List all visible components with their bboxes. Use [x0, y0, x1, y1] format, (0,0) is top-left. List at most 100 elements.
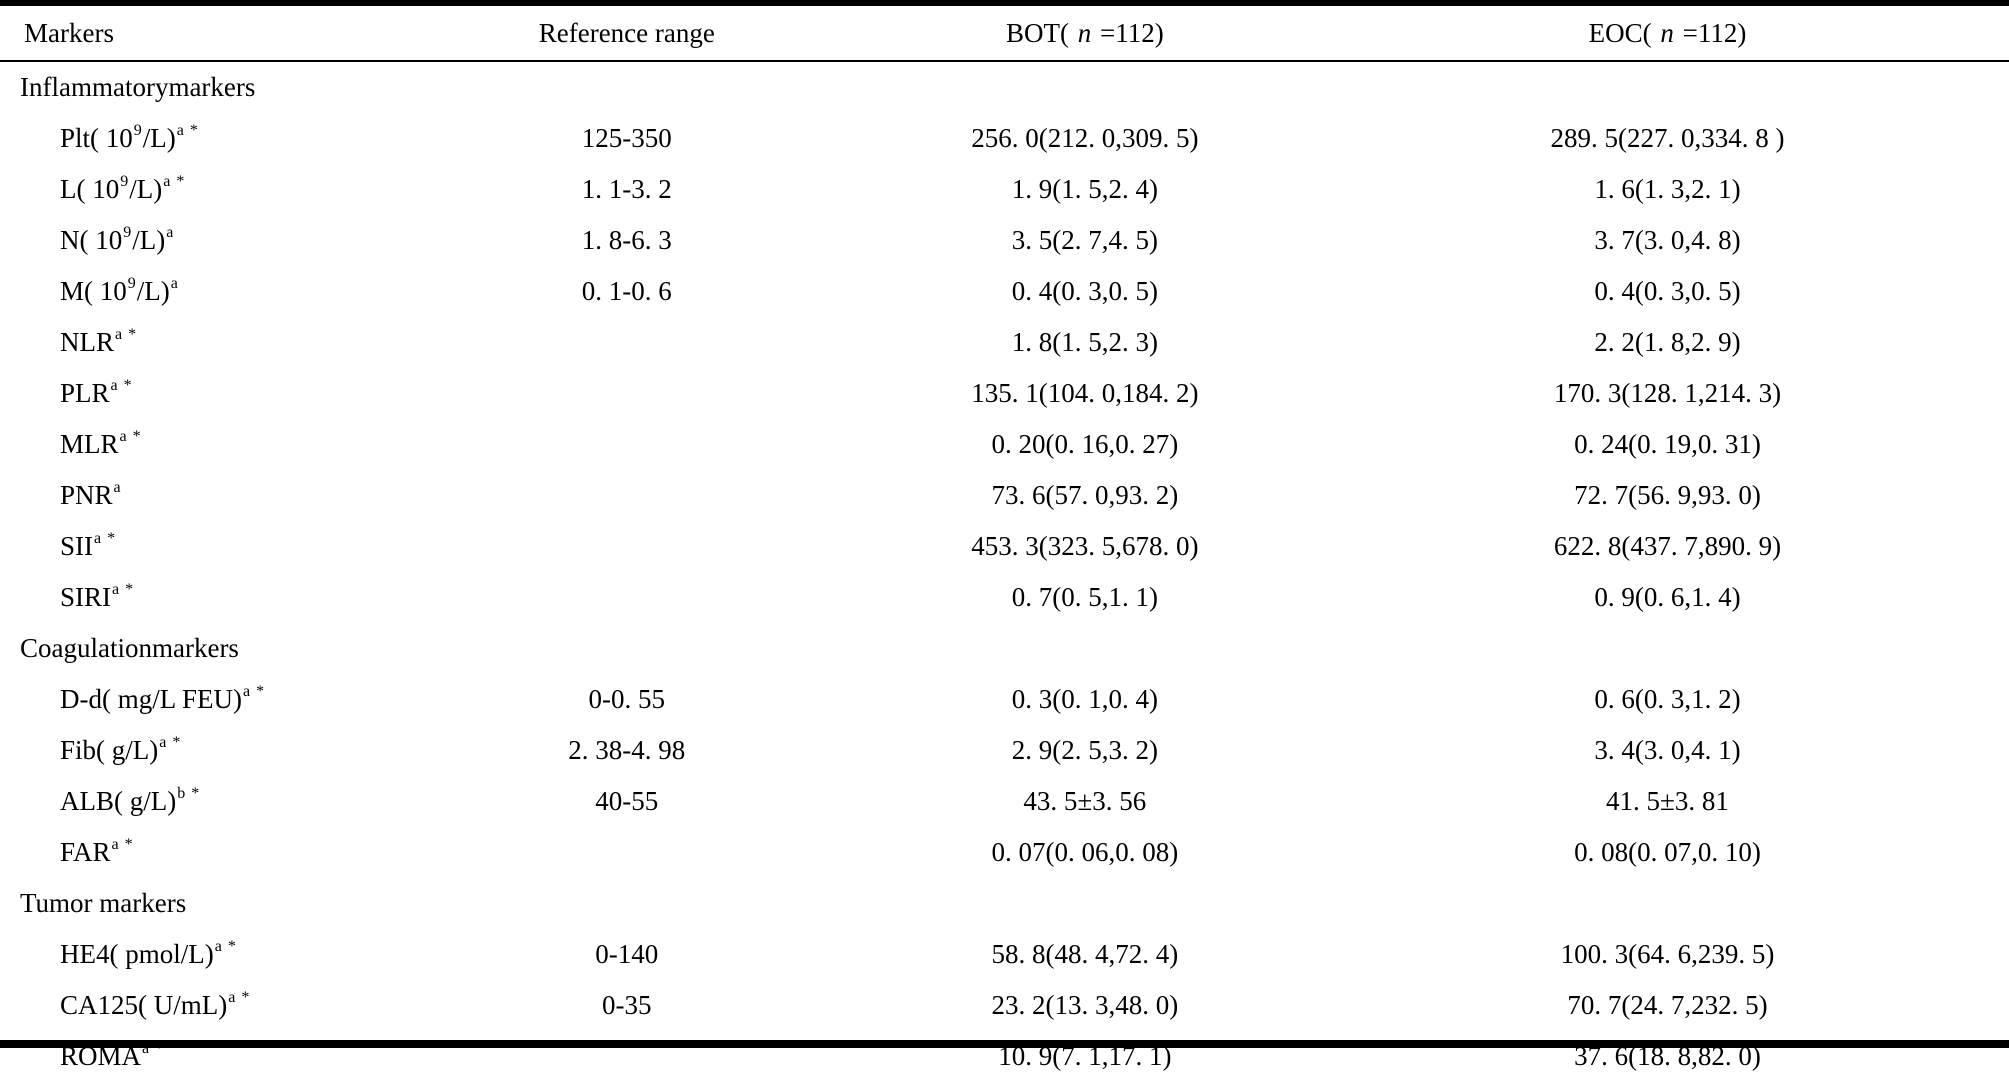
section-label: Coagulationmarkers — [20, 633, 239, 663]
bot-value-cell: 256. 0(212. 0,309. 5) — [971, 123, 1199, 153]
col-header-eoc: EOC( n =112) — [1325, 6, 2009, 62]
reference-range-cell: 0-0. 55 — [588, 684, 666, 714]
table-header: Markers Reference range BOT( n =112) EOC( n… — [0, 6, 2009, 62]
superscript-note: a * — [94, 530, 117, 547]
bot-value-cell: 0. 7(0. 5,1. 1) — [1011, 582, 1158, 612]
superscript-note: a * — [159, 734, 182, 751]
eoc-value-cell: 0. 08(0. 07,0. 10) — [1574, 837, 1761, 867]
superscript-note: b * — [177, 785, 201, 802]
bot-value-cell: 1. 8(1. 5,2. 3) — [1011, 327, 1158, 357]
reference-range-cell: 125-350 — [581, 123, 672, 153]
eoc-value-cell: 0. 9(0. 6,1. 4) — [1594, 582, 1741, 612]
data-row: M( 109/L)a 0. 1-0. 6 0. 4(0. 3,0. 5) 0. 4(0… — [0, 266, 2009, 317]
reference-range-cell: 0-35 — [602, 990, 652, 1020]
reference-range-cell: 2. 38-4. 98 — [568, 735, 686, 765]
marker-name-cell: PLRa * — [60, 377, 133, 409]
eoc-value-cell: 0. 6(0. 3,1. 2) — [1594, 684, 1741, 714]
section-row: Inflammatorymarkers — [0, 61, 2009, 113]
reference-range-cell — [410, 827, 844, 878]
bot-value-cell: 0. 07(0. 06,0. 08) — [991, 837, 1179, 867]
superscript-note: 9 — [133, 122, 143, 139]
data-row: D-d( mg/L FEU)a * 0-0. 55 0. 3(0. 1,0. 4) 0… — [0, 674, 2009, 725]
superscript-note: a * — [163, 173, 186, 190]
eoc-value-cell: 170. 3(128. 1,214. 3) — [1553, 378, 1782, 408]
bot-value-cell: 0. 4(0. 3,0. 5) — [1011, 276, 1158, 306]
data-row: L( 109/L)a * 1. 1-3. 2 1. 9(1. 5,2. 4) 1. 6… — [0, 164, 2009, 215]
data-row: ALB( g/L)b * 40-55 43. 5±3. 56 41. 5±3. 81 — [0, 776, 2009, 827]
data-row: Fib( g/L)a * 2. 38-4. 98 2. 9(2. 5,3. 2) 3.… — [0, 725, 2009, 776]
bot-value-cell: 58. 8(48. 4,72. 4) — [991, 939, 1179, 969]
bot-value-cell: 1. 9(1. 5,2. 4) — [1011, 174, 1158, 204]
eoc-value-cell: 3. 7(3. 0,4. 8) — [1594, 225, 1741, 255]
data-row: N( 109/L)a 1. 8-6. 3 3. 5(2. 7,4. 5) 3. 7(3… — [0, 215, 2009, 266]
data-row: SIIa * 453. 3(323. 5,678. 0) 622. 8(437. 7… — [0, 521, 2009, 572]
data-row: ROMAa * 10. 9(7. 1,17. 1) 37. 6(18. 8,82. … — [0, 1031, 2009, 1082]
superscript-note: a * — [228, 989, 251, 1006]
eoc-value-cell: 1. 6(1. 3,2. 1) — [1594, 174, 1741, 204]
marker-name-cell: SIIa * — [60, 530, 117, 562]
bot-value-cell: 3. 5(2. 7,4. 5) — [1011, 225, 1158, 255]
bot-value-cell: 43. 5±3. 56 — [1023, 786, 1147, 816]
bot-value-cell: 0. 20(0. 16,0. 27) — [991, 429, 1179, 459]
data-row: SIRIa * 0. 7(0. 5,1. 1) 0. 9(0. 6,1. 4) — [0, 572, 2009, 623]
marker-name-cell: MLRa * — [60, 428, 142, 460]
reference-range-cell — [410, 419, 844, 470]
reference-range-cell: 0-140 — [595, 939, 659, 969]
table-header-row: Markers Reference range BOT( n =112) EOC( n… — [0, 6, 2009, 62]
marker-name-cell: CA125( U/mL)a * — [60, 989, 251, 1021]
marker-name-cell: NLRa * — [60, 326, 138, 358]
section-label: Inflammatorymarkers — [20, 72, 256, 102]
reference-range-cell: 40-55 — [595, 786, 659, 816]
col-header-bot: BOT( n =112) — [843, 6, 1326, 62]
superscript-note: a — [170, 275, 179, 292]
data-row: HE4( pmol/L)a * 0-140 58. 8(48. 4,72. 4) 10… — [0, 929, 2009, 980]
bot-value-cell: 135. 1(104. 0,184. 2) — [971, 378, 1199, 408]
col-header-markers: Markers — [0, 6, 410, 62]
data-row: MLRa * 0. 20(0. 16,0. 27) 0. 24(0. 19,0. 3… — [0, 419, 2009, 470]
marker-name-cell: ALB( g/L)b * — [60, 785, 201, 817]
reference-range-cell: 0. 1-0. 6 — [581, 276, 672, 306]
eoc-value-cell: 37. 6(18. 8,82. 0) — [1574, 1041, 1761, 1071]
reference-range-cell — [410, 368, 844, 419]
eoc-value-cell: 622. 8(437. 7,890. 9) — [1553, 531, 1782, 561]
data-row: FARa * 0. 07(0. 06,0. 08) 0. 08(0. 07,0. 1… — [0, 827, 2009, 878]
marker-name-cell: PNRa — [60, 479, 122, 511]
eoc-value-cell: 2. 2(1. 8,2. 9) — [1594, 327, 1741, 357]
bot-value-cell: 0. 3(0. 1,0. 4) — [1011, 684, 1158, 714]
reference-range-cell — [410, 470, 844, 521]
italic-variable: n — [1660, 17, 1674, 48]
superscript-note: 9 — [123, 224, 133, 241]
marker-name-cell: Plt( 109/L)a * — [60, 122, 199, 154]
data-row: PLRa * 135. 1(104. 0,184. 2) 170. 3(128. 1… — [0, 368, 2009, 419]
marker-name-cell: N( 109/L)a — [60, 224, 175, 256]
data-row: Plt( 109/L)a * 125-350 256. 0(212. 0,309. … — [0, 113, 2009, 164]
eoc-value-cell: 100. 3(64. 6,239. 5) — [1560, 939, 1775, 969]
eoc-value-cell: 72. 7(56. 9,93. 0) — [1574, 480, 1761, 510]
bot-value-cell: 23. 2(13. 3,48. 0) — [991, 990, 1179, 1020]
markers-comparison-table: Markers Reference range BOT( n =112) EOC( n… — [0, 6, 2009, 1082]
data-row: NLRa * 1. 8(1. 5,2. 3) 2. 2(1. 8,2. 9) — [0, 317, 2009, 368]
reference-range-cell: 1. 1-3. 2 — [581, 174, 672, 204]
reference-range-cell — [410, 1031, 844, 1082]
superscript-note: 9 — [120, 173, 130, 190]
superscript-note: 9 — [127, 275, 137, 292]
superscript-note: a — [166, 224, 175, 241]
superscript-note: a * — [112, 581, 135, 598]
superscript-note: a * — [110, 377, 133, 394]
superscript-note: a * — [214, 938, 237, 955]
section-label: Tumor markers — [20, 888, 187, 918]
bot-value-cell: 2. 9(2. 5,3. 2) — [1011, 735, 1158, 765]
marker-name-cell: SIRIa * — [60, 581, 135, 613]
section-row: Tumor markers — [0, 878, 2009, 929]
eoc-value-cell: 289. 5(227. 0,334. 8 ) — [1550, 123, 1785, 153]
eoc-value-cell: 0. 4(0. 3,0. 5) — [1594, 276, 1741, 306]
marker-name-cell: M( 109/L)a — [60, 275, 179, 307]
eoc-value-cell: 70. 7(24. 7,232. 5) — [1567, 990, 1768, 1020]
bot-value-cell: 73. 6(57. 0,93. 2) — [991, 480, 1179, 510]
data-row: CA125( U/mL)a * 0-35 23. 2(13. 3,48. 0) 70.… — [0, 980, 2009, 1031]
reference-range-cell — [410, 521, 844, 572]
data-row: PNRa 73. 6(57. 0,93. 2) 72. 7(56. 9,93. 0) — [0, 470, 2009, 521]
superscript-note: a * — [111, 836, 134, 853]
superscript-note: a — [113, 479, 122, 496]
